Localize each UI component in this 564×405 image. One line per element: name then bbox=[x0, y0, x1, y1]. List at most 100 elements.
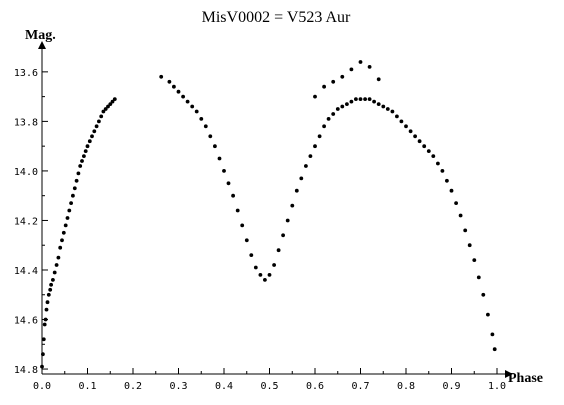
data-point bbox=[263, 278, 267, 282]
data-point bbox=[49, 282, 53, 287]
data-point bbox=[240, 223, 245, 228]
data-point bbox=[490, 332, 495, 337]
data-point bbox=[354, 97, 358, 101]
data-point bbox=[281, 233, 285, 238]
data-point bbox=[76, 171, 81, 176]
data-point bbox=[440, 169, 445, 173]
y-tick-label: 14.2 bbox=[14, 216, 38, 227]
x-tick-label: 0.8 bbox=[397, 381, 415, 392]
data-point bbox=[44, 307, 49, 312]
x-axis-label: Phase bbox=[508, 371, 543, 386]
data-point bbox=[445, 178, 449, 183]
data-point bbox=[436, 161, 440, 166]
data-point bbox=[463, 228, 468, 233]
y-tick-label: 14.8 bbox=[14, 365, 38, 376]
data-point bbox=[87, 139, 92, 144]
data-point bbox=[80, 159, 84, 163]
data-point bbox=[340, 104, 345, 109]
data-point bbox=[458, 213, 463, 218]
data-point bbox=[276, 248, 281, 253]
x-tick-label: 0.5 bbox=[260, 381, 278, 392]
data-point bbox=[199, 117, 204, 121]
data-point bbox=[272, 263, 276, 267]
data-point bbox=[304, 164, 308, 168]
data-point bbox=[417, 139, 422, 144]
data-point bbox=[454, 201, 458, 206]
data-point bbox=[381, 104, 386, 109]
data-point bbox=[94, 124, 99, 129]
data-point bbox=[395, 114, 399, 119]
data-point bbox=[85, 144, 90, 149]
data-point bbox=[449, 188, 454, 193]
data-point bbox=[331, 112, 336, 116]
data-point bbox=[208, 134, 213, 139]
data-point bbox=[431, 154, 436, 159]
data-point bbox=[213, 144, 217, 149]
data-point bbox=[103, 107, 108, 111]
data-point bbox=[99, 114, 104, 119]
data-point bbox=[363, 97, 367, 101]
y-axis-label: Mag. bbox=[25, 28, 56, 43]
data-point bbox=[358, 60, 363, 64]
data-point bbox=[185, 99, 190, 104]
x-tick-label: 0.4 bbox=[215, 381, 233, 392]
data-point bbox=[258, 273, 263, 277]
data-point bbox=[181, 94, 186, 99]
data-point bbox=[299, 176, 304, 181]
data-point bbox=[349, 67, 354, 72]
data-point bbox=[65, 216, 70, 220]
data-point bbox=[313, 144, 317, 149]
data-point bbox=[61, 230, 66, 235]
ticks-group: 0.0 0.1 0.2 0.3 0.4 0.5 0.6 0.7 0.8 0.9 1.0 13.6 13.… bbox=[14, 68, 506, 392]
data-point bbox=[422, 144, 427, 149]
data-point bbox=[267, 273, 272, 277]
data-point bbox=[404, 124, 408, 129]
y-axis-arrow bbox=[38, 41, 46, 49]
data-points-group bbox=[40, 60, 497, 369]
data-point bbox=[253, 265, 258, 270]
y-tick-label: 14.4 bbox=[14, 266, 38, 277]
data-point bbox=[41, 337, 46, 342]
data-point bbox=[167, 79, 172, 84]
data-point bbox=[58, 245, 63, 250]
data-point bbox=[46, 292, 51, 297]
data-point bbox=[399, 119, 404, 124]
data-point bbox=[52, 270, 57, 275]
data-point bbox=[67, 208, 72, 213]
axes-group bbox=[38, 41, 513, 378]
data-point bbox=[322, 124, 326, 129]
data-point bbox=[349, 99, 354, 104]
data-point bbox=[56, 255, 61, 260]
data-point bbox=[335, 107, 340, 111]
data-point bbox=[112, 97, 117, 101]
data-point bbox=[322, 84, 326, 89]
data-point bbox=[41, 352, 45, 357]
data-point bbox=[48, 287, 53, 292]
data-point bbox=[176, 89, 181, 94]
data-point bbox=[74, 178, 79, 183]
data-point bbox=[222, 169, 226, 173]
data-point bbox=[40, 364, 44, 369]
data-point bbox=[90, 134, 94, 139]
data-point bbox=[408, 129, 413, 134]
data-point bbox=[249, 253, 254, 257]
data-point bbox=[172, 84, 176, 89]
x-tick-label: 0.0 bbox=[33, 381, 51, 392]
x-axis-arrow bbox=[505, 370, 513, 378]
data-point bbox=[317, 134, 322, 139]
data-point bbox=[71, 193, 75, 198]
data-point bbox=[376, 102, 381, 106]
data-point bbox=[492, 347, 497, 352]
data-point bbox=[313, 94, 317, 99]
y-tick-label: 13.6 bbox=[14, 68, 38, 79]
data-point bbox=[97, 119, 101, 124]
data-point bbox=[83, 149, 88, 154]
data-point bbox=[376, 77, 381, 82]
x-tick-label: 0.1 bbox=[78, 381, 96, 392]
data-point bbox=[426, 149, 431, 154]
data-point bbox=[413, 134, 417, 139]
data-point bbox=[385, 107, 390, 111]
data-point bbox=[486, 312, 490, 317]
